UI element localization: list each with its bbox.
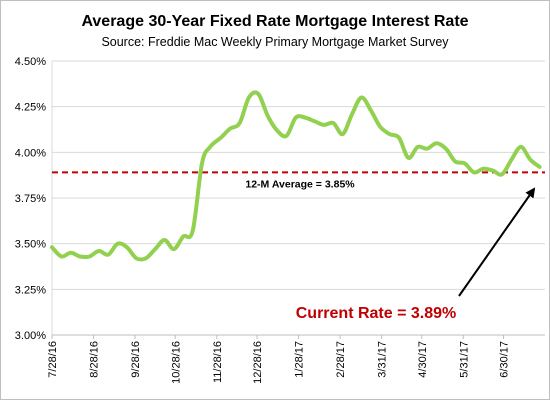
current-rate-arrow (458, 187, 536, 297)
x-tick-label: 9/28/16 (130, 341, 142, 378)
series-points (51, 93, 540, 259)
x-tick-label: 1/28/17 (294, 341, 306, 378)
y-tick-label: 4.25% (15, 102, 46, 114)
chart-title: Average 30-Year Fixed Rate Mortgage Inte… (81, 13, 468, 30)
gridlines (52, 60, 545, 336)
average-annotation: 12-M Average = 3.85% (245, 178, 355, 190)
y-tick-label: 4.00% (15, 147, 46, 159)
chart-subtitle: Source: Freddie Mac Weekly Primary Mortg… (101, 35, 449, 49)
x-tick-label: 2/28/17 (335, 341, 347, 378)
y-tick-label: 3.75% (15, 193, 46, 205)
x-tick-label: 11/28/16 (212, 341, 224, 383)
y-tick-label: 3.50% (15, 239, 46, 251)
x-tick-label: 4/30/17 (417, 341, 429, 378)
x-tick-label: 8/28/16 (89, 341, 101, 378)
x-axis-ticks: 7/28/16 8/28/16 9/28/16 10/28/16 11/28/16 12/… (47, 335, 510, 384)
y-tick-label: 3.25% (15, 284, 46, 296)
x-tick-label: 12/28/16 (252, 341, 264, 384)
x-tick-label: 3/31/17 (377, 341, 389, 378)
x-tick-label: 10/28/16 (170, 341, 182, 384)
y-tick-label: 3.00% (15, 330, 46, 342)
y-axis-ticks: 3.00% 3.25% 3.50% 3.75% 4.00% 4.25% 4.50% (15, 56, 46, 342)
current-rate-annotation: Current Rate = 3.89% (296, 305, 457, 322)
y-tick-label: 4.50% (15, 56, 46, 68)
series-line-mortgage-rate (50, 90, 542, 262)
x-tick-label: 7/28/16 (47, 341, 59, 378)
x-tick-label: 6/30/17 (498, 341, 510, 378)
x-tick-label: 5/31/17 (458, 341, 470, 378)
